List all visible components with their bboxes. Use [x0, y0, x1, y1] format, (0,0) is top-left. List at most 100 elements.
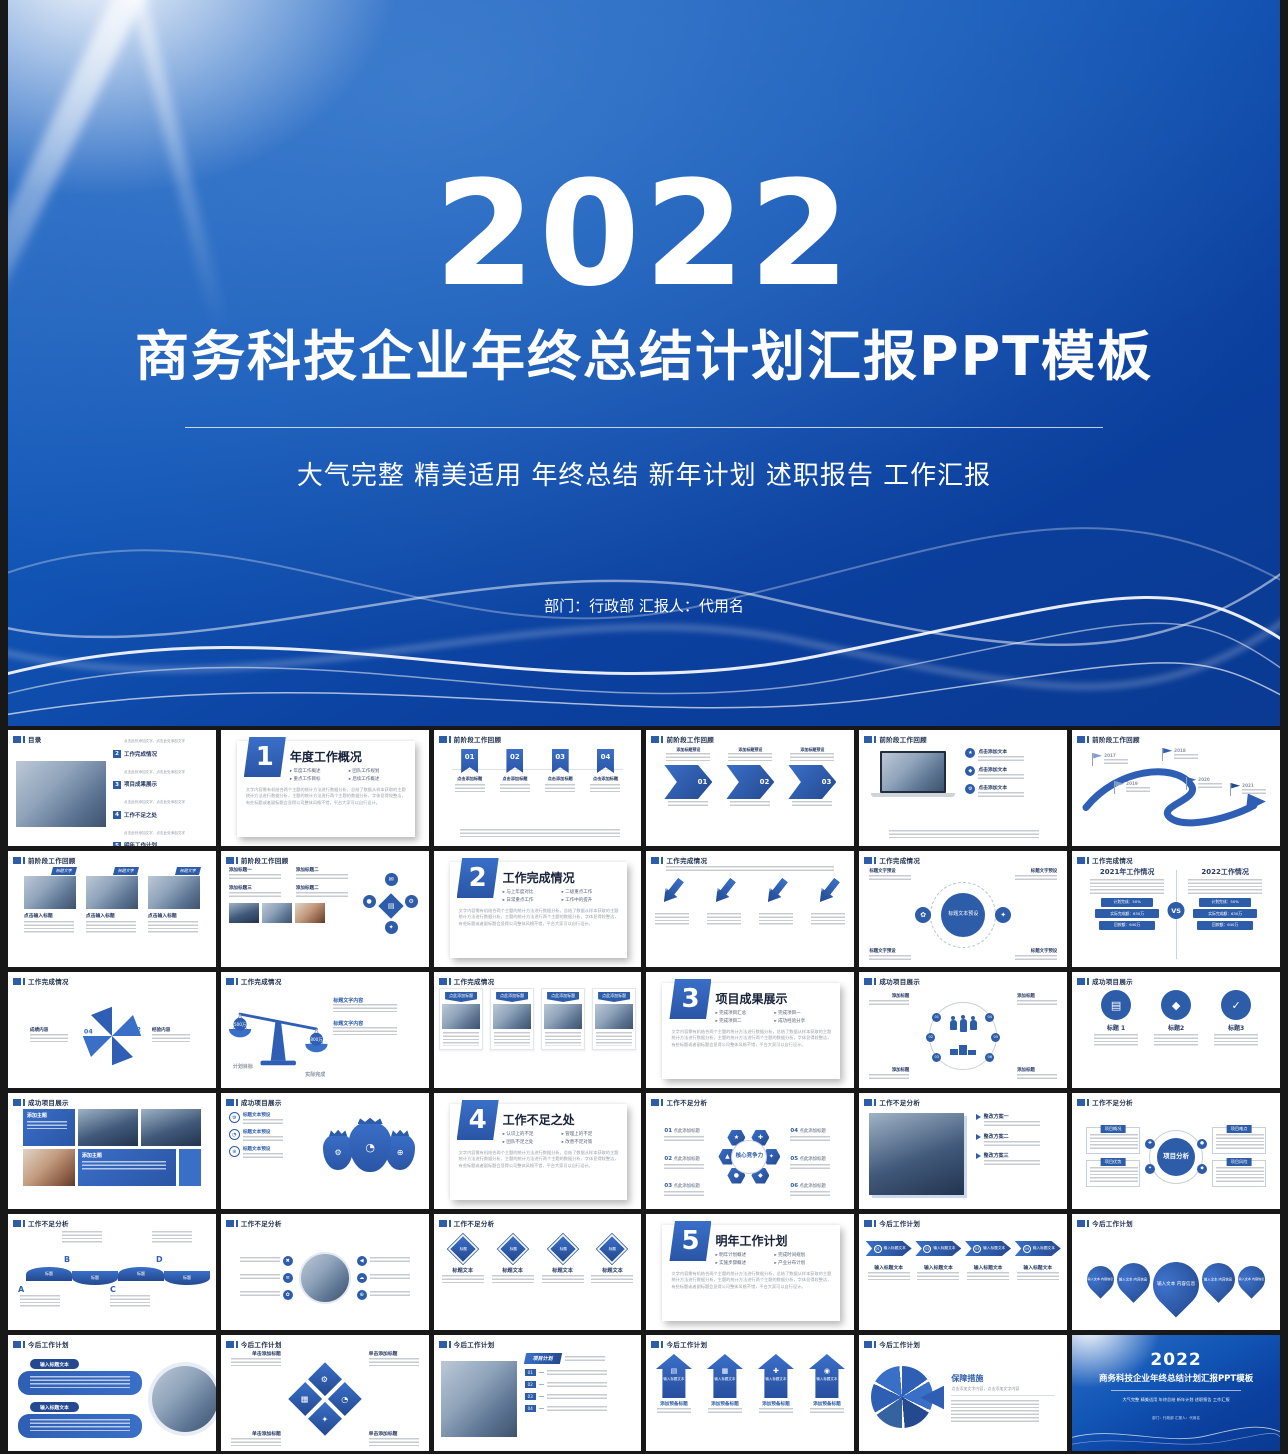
analysis-box: 项目风险	[1212, 1157, 1267, 1187]
slide-thumbnail-4[interactable]: 前阶段工作回顾 添加标题预设 01 添加标题预设 02 添加标题预设 03	[646, 730, 855, 846]
text-lines-placeholder	[454, 783, 485, 794]
icon-cluster: ▤ ✉ ⚙ ✦ ●	[361, 867, 421, 934]
slide-thumbnail-35[interactable]: 今后工作计划 保障措施 点击添加文字内容，点击添加文字内容	[859, 1335, 1068, 1451]
slide-thumbnail-14[interactable]: 工作完成情况 500万 800万 计划目标 实际完成 标题文字内容 标题文字内容	[220, 972, 429, 1088]
card-flag-label: 点此添加标题	[445, 992, 478, 1002]
toc-item[interactable]: 1 年度工作概况 点击此处添加文字，点击此处添加文字	[113, 730, 208, 746]
slide-thumbnail-24[interactable]: 工作不足分析 项目概况 项目优势 项目分析 ✚ ✦ ● ◆ 项目难点 项目风险	[1072, 1093, 1280, 1209]
text-lines-placeholder	[228, 874, 281, 881]
text-lines-placeholder	[655, 913, 690, 925]
text-lines-placeholder	[81, 1161, 166, 1171]
toc-item[interactable]: 2 工作完成情况 点击此处添加文字，点击此处添加文字	[113, 750, 208, 777]
photo-placeholder	[261, 903, 292, 923]
house-label: 添加预备标题	[813, 1402, 841, 1407]
slide-thumbnail-30[interactable]: 今后工作计划 输入文本 内容信息 输入文本 内容信息 输入文本 内容信息 输入文本 内…	[1072, 1214, 1280, 1330]
toc-item[interactable]: 5 明年工作计划 点击此处添加文字，点击此处添加文字	[113, 841, 208, 846]
slide-thumbnail-23[interactable]: 工作不足分析 整改方案一 整改方案二 整改方案三	[859, 1093, 1068, 1209]
section-divider-card: 3 项目成果展示 ▸ 完成项目汇总 ▸ 完成项目一 ▸ 完成项目二 ▸ 成功经验分享 …	[662, 979, 841, 1079]
slide-thumbnail-8[interactable]: 前阶段工作回顾 添加标题一 添加标题二 添加标题三 添加标题二 ▤ ✉ ⚙ ✦ ●	[220, 851, 429, 967]
number-dot: 01	[932, 1012, 942, 1022]
slide-thumbnail-10[interactable]: 工作完成情况 添加标题 添加标题 添加标题 添加标题	[646, 851, 855, 967]
slide-thumbnail-26[interactable]: 工作不足分析 ✖ ≡ ✿ ◀ ☁ ⊕	[220, 1214, 429, 1330]
slide-canvas: 目录 1 年度工作概况 点击此处添加文字，点击此处添加文字 2 工作完成情况 点…	[8, 730, 216, 846]
slide-thumbnail-18[interactable]: 成功项目展示 ▤ 标题 1 ◆ 标题2 ✓ 标题3	[1072, 972, 1280, 1088]
slide-thumbnail-22[interactable]: 工作不足分析 01 点此添加标题 02 点此添加标题 03 点此添加标题 ✦ ◆ ● ▲ ★…	[646, 1093, 855, 1209]
bulb-icon: ✦	[995, 906, 1012, 923]
slide-content: ▤ 输入标题文本 添加预备标题 ▦ 输入标题文本 添加预备标题 ✚ 输入标题文本 添加…	[652, 1350, 848, 1447]
year-label: 2021	[1242, 783, 1254, 788]
title-marker	[225, 1098, 234, 1106]
slide-thumbnail-29[interactable]: 今后工作计划 01 输入标题文本 输入标题文本 02 输入标题文本 输入标题文本 0…	[859, 1214, 1068, 1330]
slide-thumbnail-7[interactable]: 前阶段工作回顾 标题文字 点击输入标题 标题文字 点击输入标题 标题文字 点击输…	[8, 851, 216, 967]
slide-header: 工作不足分析	[864, 1097, 920, 1107]
text-lines-placeholder	[564, 1355, 605, 1362]
bulb-icon: ✦	[762, 1148, 781, 1165]
stat-bar: 计划完成：50%	[1199, 897, 1252, 907]
toc-item[interactable]: 3 项目成果展示 点击此处添加文字，点击此处添加文字	[113, 780, 208, 807]
slide-title-text: 工作不足分析	[453, 1220, 495, 1228]
slide-thumbnail-15[interactable]: 工作完成情况 点此添加标题 点此添加标题 点此添加标题 点此添加标题	[433, 972, 642, 1088]
slide-thumbnail-17[interactable]: 成功项目展示 01 02 03 04 05 06 添加标题 添加标题 添加标题 添加标题	[859, 972, 1068, 1088]
title-marker	[874, 1340, 877, 1348]
title-marker	[438, 1219, 447, 1227]
slide-thumbnail-21[interactable]: 4 工作不足之处 ▸ 认识上的不足 ▸ 管理上的不足 ▸ 团队不足之处 ▸ 改善不足对…	[433, 1093, 642, 1209]
slide-title-text: 工作不足分析	[240, 1220, 282, 1228]
title-marker	[864, 735, 873, 743]
text-lines-placeholder	[147, 920, 198, 933]
slide-thumbnail-20[interactable]: 成功项目展示 ⚙ 标题文本预设 ◔ 标题文本预设 ⊕ 标题文本预设 ⚙ ◔ ⊕	[220, 1093, 429, 1209]
slide-thumbnail-6[interactable]: 前阶段工作回顾 2017 2018 2019 2020 2021	[1072, 730, 1280, 846]
text-lines-placeholder	[889, 830, 1040, 838]
title-marker	[651, 735, 660, 743]
wave-chip: 标题	[137, 1271, 145, 1276]
slide-content: ▤ 标题 1 ◆ 标题2 ✓ 标题3	[1078, 987, 1274, 1084]
slide-header: 今后工作计划	[438, 1339, 495, 1349]
slide-thumbnail-31[interactable]: 今后工作计划 输入标题文本 输入标题文本	[8, 1335, 216, 1451]
circle-label: 标题3	[1227, 1025, 1245, 1032]
slide-thumbnail-13[interactable]: 工作完成情况 成绩内容 01 02 03 04 经验内容	[8, 972, 216, 1088]
year-label: 2020	[1198, 777, 1210, 782]
slide-thumbnail-34[interactable]: 今后工作计划 ▤ 输入标题文本 添加预备标题 ▦ 输入标题文本 添加预备标题 ✚ 输入…	[646, 1335, 855, 1451]
slide-thumbnail-27[interactable]: 工作不足分析 标题 标题文本 标题 标题文本 标题 标题文本 标题 标题文本	[433, 1214, 642, 1330]
slide-thumbnail-9[interactable]: 2 工作完成情况 ▸ 与上年度对比 ▸ 二级重点工作 ▸ 日常重点工作 ▸ 工作中的提…	[433, 851, 642, 967]
step-label: 输入标题文本	[923, 1266, 953, 1271]
slide-thumbnail-1[interactable]: 目录 1 年度工作概况 点击此处添加文字，点击此处添加文字 2 工作完成情况 点…	[8, 730, 216, 846]
slide-thumbnail-36[interactable]: 2022 商务科技企业年终总结计划汇报PPT模板 大气完整 精美适用 年终总结 …	[1072, 1335, 1280, 1451]
slide-thumbnail-11[interactable]: 工作完成情况 标题文本预设 ✿ ✦ 标题文字预设 标题文字预设 标题文字预设 标…	[859, 851, 1068, 967]
toc-item[interactable]: 4 工作不足之处 点击此处添加文字，点击此处添加文字	[113, 811, 208, 838]
title-marker	[448, 735, 451, 743]
slide-header: 工作完成情况	[864, 855, 920, 865]
mail-icon: ✉	[384, 873, 398, 886]
section-divider-card: 1 年度工作概况 ▸ 年度工作概述 ▸ 团队工作规划 ▸ 重点工作目标 ▸ 后续工作概…	[236, 737, 415, 837]
pie-subtext: 点击添加文字内容，点击添加文字内容	[951, 1386, 1020, 1391]
list-header: 项目计划	[523, 1353, 562, 1364]
slide-thumbnail-33[interactable]: 今后工作计划 项目计划 01 02 03 04	[433, 1335, 642, 1451]
slide-thumbnail-12[interactable]: 工作完成情况 VS 2021年工作情况 计划完成：50% 实际完成额：630万 …	[1072, 851, 1280, 967]
slide-content: 保障措施 点击添加文字内容，点击添加文字内容	[865, 1350, 1061, 1447]
slide-thumbnail-5[interactable]: 前阶段工作回顾 ★ 点击添加文本 ◆ 点击添加文本 ⚙ 点击添加文本	[859, 730, 1068, 846]
number-dot: 02	[926, 1032, 936, 1042]
slide-thumbnail-3[interactable]: 前阶段工作回顾 01 点击添加标题 02 点击添加标题 03 点击添加标题 04…	[433, 730, 642, 846]
title-marker	[1087, 1098, 1090, 1106]
svg-text:500万: 500万	[234, 1022, 246, 1028]
stat-bar: 回款额：640万	[1197, 920, 1254, 930]
slide-thumbnail-19[interactable]: 成功项目展示 添加主题 添加主题	[8, 1093, 216, 1209]
title-marker	[874, 856, 877, 864]
slide-content: 点此添加标题 点此添加标题 点此添加标题 点此添加标题	[439, 987, 637, 1084]
text-lines-placeholder	[666, 866, 835, 872]
text-lines-placeholder	[228, 892, 281, 899]
hero-title: 商务科技企业年终总结计划汇报PPT模板	[135, 325, 1153, 388]
title-marker	[23, 1098, 25, 1106]
circle-side-label: 添加标题	[1017, 1068, 1035, 1073]
slide-content: 01 02 03 04 05 06 添加标题 添加标题 添加标题 添加标题	[865, 987, 1061, 1084]
slide-thumbnail-28[interactable]: 5 明年工作计划 ▸ 明年计划概述 ▸ 完成时间规划 ▸ 实施步骤概述 ▸ 产业分布计…	[646, 1214, 855, 1330]
slide-canvas: 2 工作完成情况 ▸ 与上年度对比 ▸ 二级重点工作 ▸ 日常重点工作 ▸ 工作中的提…	[433, 851, 642, 967]
slide-header: 前阶段工作回顾	[1077, 734, 1140, 744]
text-lines-placeholder	[546, 1406, 607, 1411]
title-marker	[235, 1098, 238, 1106]
slide-thumbnail-32[interactable]: 今后工作计划 单击添加标题 单击添加标题 单击添加标题 单击添加标题 ⚙ ◔ ▦ ✦	[220, 1335, 429, 1451]
text-lines-placeholder	[1094, 1033, 1139, 1046]
slide-thumbnail-16[interactable]: 3 项目成果展示 ▸ 完成项目汇总 ▸ 完成项目一 ▸ 完成项目二 ▸ 成功经验分享 …	[646, 972, 855, 1088]
diamond-shape: 标题	[596, 1232, 629, 1266]
slide-thumbnail-2[interactable]: 1 年度工作概况 ▸ 年度工作概述 ▸ 团队工作规划 ▸ 重点工作目标 ▸ 后续工作概…	[220, 730, 429, 846]
